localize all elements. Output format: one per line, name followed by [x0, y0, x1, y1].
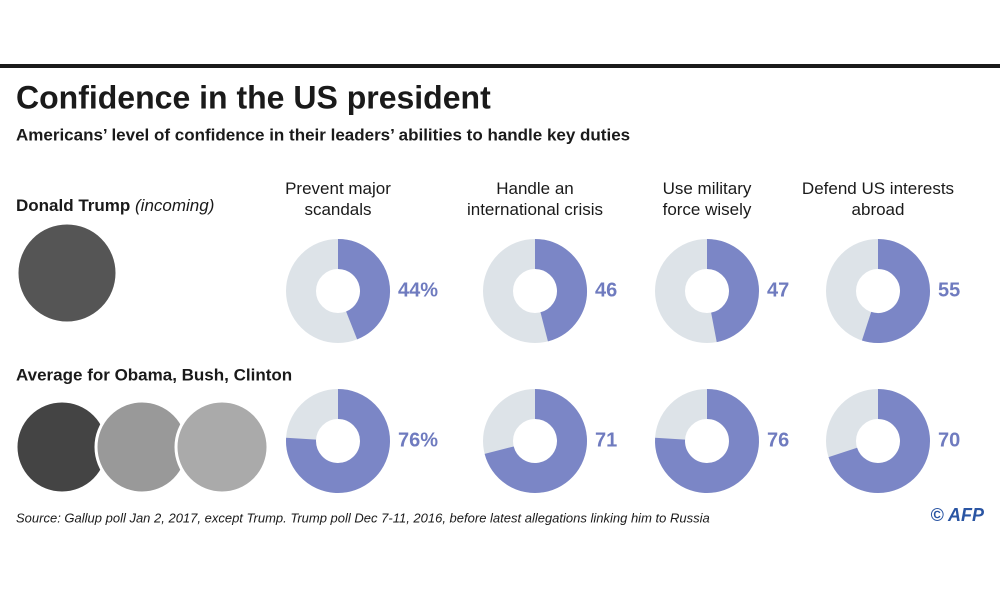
- portrait: [94, 399, 190, 495]
- series-note: (incoming): [135, 196, 214, 215]
- top-rule: [0, 64, 1000, 68]
- category-label: Use military force wisely: [662, 179, 752, 219]
- source: Source: Gallup poll Jan 2, 2017, except …: [16, 510, 710, 525]
- value-label: 55: [938, 279, 960, 301]
- donut-segment: [706, 239, 759, 343]
- donut-segment: [484, 389, 587, 493]
- portraits: [14, 221, 270, 495]
- category-label: Handle an international crisis: [466, 179, 604, 219]
- value-label: 71: [595, 429, 617, 451]
- series-name: Donald Trump (incoming): [16, 196, 214, 215]
- donut-segment: [337, 239, 390, 340]
- value-label: 76: [767, 429, 789, 451]
- donut-segment: [286, 389, 390, 493]
- chart-title: Confidence in the US president: [16, 79, 491, 115]
- value-label: 76%: [398, 429, 438, 451]
- series-name: Donald Trump: [16, 196, 130, 215]
- donut-segment: [534, 239, 587, 342]
- value-label: 44%: [398, 279, 438, 301]
- value-label: 47: [767, 279, 789, 301]
- donut-segment: [828, 389, 930, 493]
- chart-subtitle: Americans’ level of confidence in their …: [16, 125, 630, 144]
- series-name: Average for Obama, Bush, Clinton: [16, 365, 292, 384]
- value-label: 70: [938, 429, 960, 451]
- category-label: Defend US interests abroad: [801, 179, 955, 219]
- portrait: [14, 399, 110, 495]
- value-label: 46: [595, 279, 617, 301]
- credit: © AFP: [930, 505, 985, 525]
- category-label: Prevent major scandals: [285, 179, 391, 219]
- donut-segment: [655, 389, 759, 493]
- portrait: [15, 221, 119, 325]
- portrait: [174, 399, 270, 495]
- donut-segment: [861, 239, 930, 343]
